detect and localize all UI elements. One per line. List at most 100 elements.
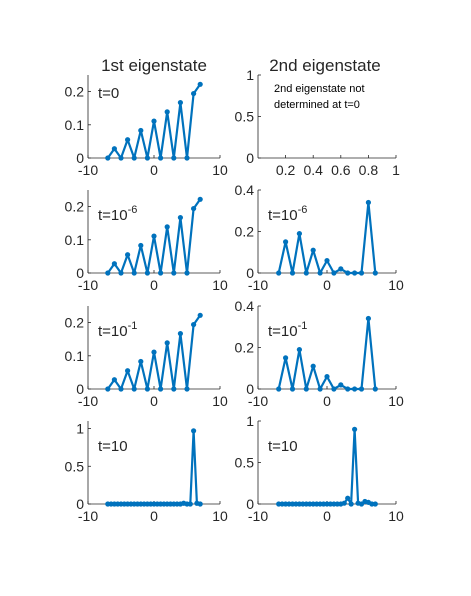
data-point xyxy=(352,386,358,392)
note-line: determined at t=0 xyxy=(274,99,360,111)
x-tick-label: 0.4 xyxy=(303,162,323,178)
data-point xyxy=(324,257,330,264)
time-label-base: t=10 xyxy=(268,438,298,455)
data-point xyxy=(296,346,302,353)
time-label-base: t=10 xyxy=(268,207,298,224)
y-tick-label: 0.2 xyxy=(235,224,255,240)
data-point xyxy=(276,270,282,276)
x-tick-label: -10 xyxy=(78,277,98,293)
x-tick-label: -10 xyxy=(248,508,268,524)
y-tick-label: 0.2 xyxy=(65,84,85,100)
x-tick-label: 0 xyxy=(323,508,331,524)
data-point xyxy=(111,146,117,152)
data-point xyxy=(365,199,371,206)
time-label: t=10 xyxy=(268,438,298,455)
data-point xyxy=(372,270,378,276)
data-point xyxy=(184,270,190,276)
data-point xyxy=(283,355,289,361)
data-point xyxy=(151,349,157,355)
x-tick-label: -10 xyxy=(78,393,98,409)
y-tick-label: 0 xyxy=(246,381,254,397)
data-point xyxy=(187,501,193,507)
y-tick-label: 0.5 xyxy=(235,109,255,125)
y-tick-label: 0.5 xyxy=(235,455,255,471)
data-point xyxy=(310,363,316,369)
time-label-exponent: -1 xyxy=(298,320,308,332)
data-point xyxy=(276,386,282,392)
data-point xyxy=(303,386,309,392)
y-tick-label: 0.4 xyxy=(235,298,255,314)
y-tick-label: 0 xyxy=(76,265,84,281)
data-point xyxy=(105,270,111,276)
data-point xyxy=(345,495,351,501)
data-point xyxy=(144,155,150,161)
data-point xyxy=(289,386,296,392)
y-tick-label: 0.1 xyxy=(65,348,85,364)
data-point xyxy=(118,155,124,161)
x-tick-label: 0.2 xyxy=(276,162,296,178)
y-tick-label: 0 xyxy=(76,150,84,166)
panel-r1c0: 00.10.2-10 0 10t=10-6 xyxy=(65,190,228,293)
data-point xyxy=(118,270,124,276)
col-title-1: 1st eigenstate xyxy=(101,56,207,75)
y-tick-label: 0.1 xyxy=(65,117,85,133)
data-point xyxy=(138,242,144,249)
panel-r2c0: 00.10.2-10 0 10t=10-1 xyxy=(65,306,228,409)
data-point xyxy=(197,501,203,507)
x-tick-label: 10 xyxy=(212,508,228,524)
y-tick-label: 0.2 xyxy=(65,315,85,331)
data-point xyxy=(197,196,203,202)
data-point xyxy=(138,358,144,365)
data-point xyxy=(283,239,289,245)
data-point xyxy=(191,205,197,212)
panel-r3c0: 00.51-10 0 10t=10 xyxy=(65,421,228,524)
y-tick-label: 0.1 xyxy=(65,232,85,248)
data-point xyxy=(310,247,316,253)
data-point xyxy=(171,270,177,276)
y-tick-label: 1 xyxy=(246,67,254,83)
data-point xyxy=(191,428,197,434)
data-point xyxy=(171,386,177,392)
time-label: t=10-1 xyxy=(268,320,307,340)
data-point xyxy=(184,155,190,161)
time-label: t=10 xyxy=(98,438,128,455)
y-tick-label: 0.2 xyxy=(235,340,255,356)
data-point xyxy=(144,386,150,392)
panel-r0c1: 0 0.5 1 0.2 0.4 0.6 0.8 1 2nd eigenstate not dete… xyxy=(235,67,401,178)
data-point xyxy=(125,137,131,143)
data-point xyxy=(105,155,111,161)
x-tick-label: 0 xyxy=(323,277,331,293)
x-tick-label: -10 xyxy=(78,162,98,178)
x-tick-label: 0 xyxy=(323,393,331,409)
time-label: t=10-1 xyxy=(98,320,137,340)
data-point xyxy=(144,270,150,276)
data-point xyxy=(158,270,164,276)
x-tick-label: 0.8 xyxy=(359,162,379,178)
panel-r3c1: 00.51-10 0 10t=10 xyxy=(235,413,404,524)
data-point xyxy=(331,386,337,392)
data-point xyxy=(125,368,131,374)
x-tick-label: -10 xyxy=(78,508,98,524)
time-label-base: t=10 xyxy=(268,323,298,340)
data-point xyxy=(111,377,117,383)
data-point xyxy=(158,155,164,161)
data-point xyxy=(338,382,344,388)
data-point xyxy=(365,315,371,322)
data-point xyxy=(138,127,144,134)
x-tick-label: -10 xyxy=(248,393,268,409)
data-point xyxy=(171,155,177,161)
data-point xyxy=(358,386,365,392)
data-point xyxy=(131,386,137,392)
data-point xyxy=(289,270,296,276)
data-point xyxy=(352,270,358,276)
data-point xyxy=(131,155,137,161)
time-label: t=10-6 xyxy=(268,204,307,224)
data-point xyxy=(352,426,358,432)
data-point xyxy=(111,261,117,267)
y-tick-label: 0 xyxy=(246,265,254,281)
data-point xyxy=(177,330,183,337)
x-tick-label: 0.6 xyxy=(331,162,351,178)
data-point xyxy=(303,270,309,276)
data-point xyxy=(197,312,203,318)
